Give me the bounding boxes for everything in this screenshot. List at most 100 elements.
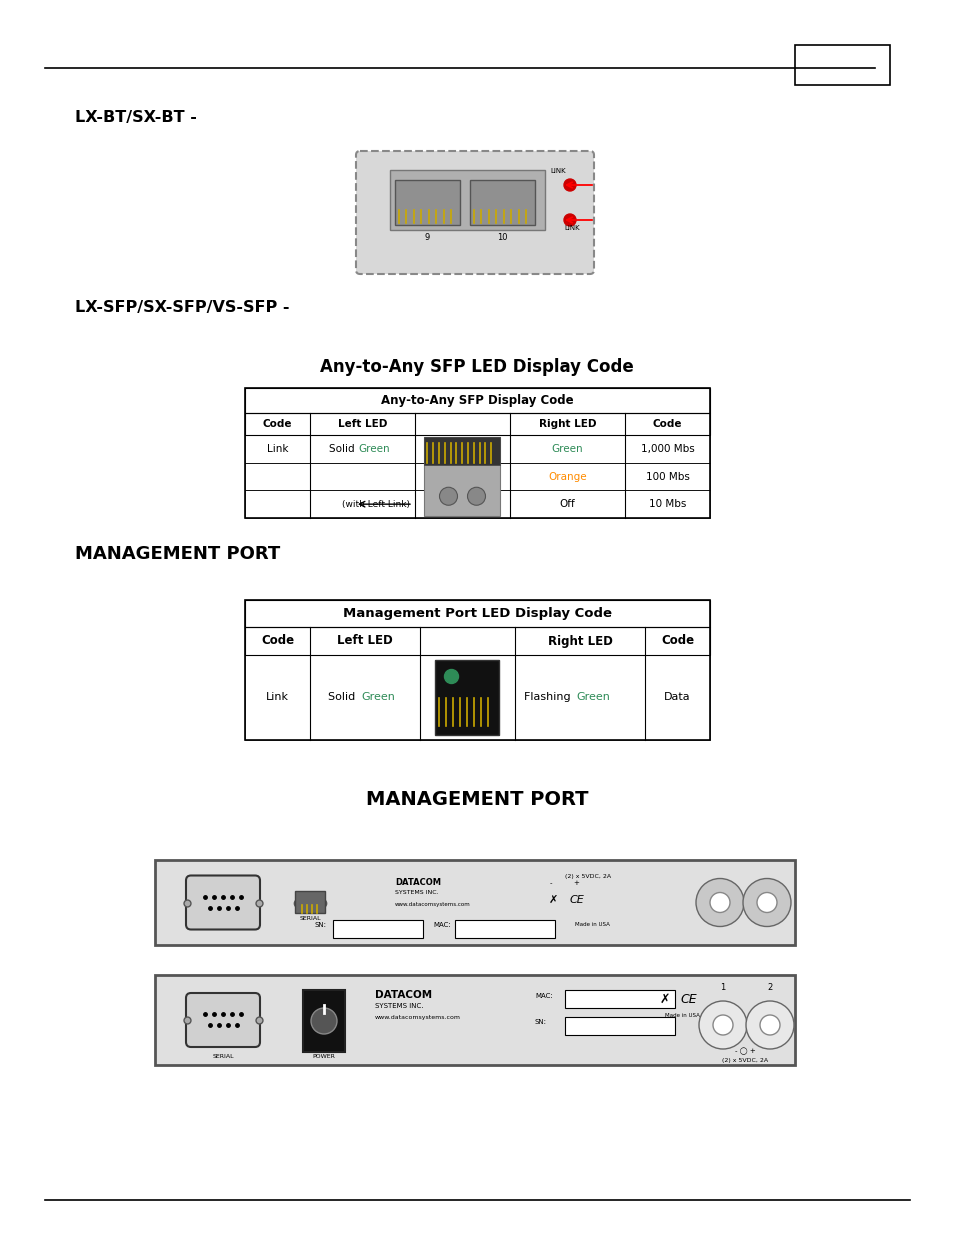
FancyBboxPatch shape (186, 876, 260, 930)
Text: - ◯ +: - ◯ + (734, 1047, 755, 1055)
Bar (390, 170, 544, 230)
Circle shape (709, 893, 729, 913)
Bar (455, 920, 555, 939)
Bar (470, 180, 535, 225)
Text: ✗: ✗ (548, 895, 558, 905)
Text: Code: Code (652, 419, 681, 429)
Bar (564, 990, 675, 1008)
Circle shape (742, 878, 790, 926)
Text: Code: Code (660, 635, 694, 647)
Text: SERIAL: SERIAL (212, 1053, 233, 1058)
Text: MAC:: MAC: (433, 923, 450, 927)
Bar (245, 388, 709, 517)
Text: Link: Link (267, 443, 288, 453)
Text: 100 Mbs: 100 Mbs (645, 472, 689, 482)
Text: Made in USA: Made in USA (664, 1013, 700, 1018)
Text: LINK: LINK (564, 225, 579, 231)
Bar (294, 890, 325, 913)
Text: MANAGEMENT PORT: MANAGEMENT PORT (365, 790, 588, 809)
Text: SYSTEMS INC.: SYSTEMS INC. (375, 1003, 423, 1009)
Text: LINK: LINK (550, 168, 565, 174)
Circle shape (439, 488, 457, 505)
Bar (245, 600, 709, 740)
Text: CE: CE (679, 993, 696, 1007)
Text: 2: 2 (766, 983, 772, 992)
Text: Data: Data (663, 693, 690, 703)
Text: 9: 9 (424, 233, 430, 242)
Text: www.datacomsystems.com: www.datacomsystems.com (375, 1015, 460, 1020)
Bar (794, 44, 889, 85)
Circle shape (311, 1008, 336, 1034)
Text: SN:: SN: (314, 923, 327, 927)
Text: LX-BT/SX-BT -: LX-BT/SX-BT - (75, 110, 196, 125)
Text: Off: Off (559, 499, 575, 509)
Circle shape (444, 669, 458, 683)
Bar (154, 860, 794, 945)
Text: (2) x 5VDC, 2A: (2) x 5VDC, 2A (564, 874, 611, 879)
Text: -: - (550, 881, 555, 885)
Text: (with Left Link): (with Left Link) (341, 500, 410, 509)
Text: Flashing: Flashing (523, 693, 574, 703)
Bar (245, 412, 709, 435)
Text: CE: CE (569, 895, 584, 905)
Text: MAC:: MAC: (535, 993, 552, 999)
Text: 1: 1 (720, 983, 725, 992)
Circle shape (757, 893, 776, 913)
Text: (2) x 5VDC, 2A: (2) x 5VDC, 2A (721, 1058, 767, 1063)
Circle shape (712, 1015, 732, 1035)
Text: 10 Mbs: 10 Mbs (648, 499, 685, 509)
Text: Any-to-Any SFP LED Display Code: Any-to-Any SFP LED Display Code (320, 358, 633, 375)
Bar (245, 435, 709, 463)
Bar (395, 180, 459, 225)
Text: 1,000 Mbs: 1,000 Mbs (640, 443, 694, 453)
Bar (333, 920, 422, 939)
Text: LX-SFP/SX-SFP/VS-SFP -: LX-SFP/SX-SFP/VS-SFP - (75, 300, 289, 315)
Text: Green: Green (358, 443, 390, 453)
FancyBboxPatch shape (186, 993, 260, 1047)
Circle shape (760, 1015, 780, 1035)
Bar (424, 437, 500, 464)
Text: SN:: SN: (535, 1019, 546, 1025)
Text: Code: Code (261, 635, 294, 647)
Bar (424, 437, 500, 516)
Circle shape (467, 488, 485, 505)
Text: ✗: ✗ (659, 993, 670, 1007)
Bar (245, 388, 709, 412)
Bar (245, 463, 709, 490)
Text: 10: 10 (497, 233, 507, 242)
Circle shape (563, 214, 576, 226)
Circle shape (696, 878, 743, 926)
Text: Solid: Solid (328, 443, 357, 453)
Bar (154, 974, 794, 1065)
Circle shape (699, 1002, 746, 1049)
Text: Orange: Orange (548, 472, 586, 482)
Text: Code: Code (262, 419, 292, 429)
Text: Left LED: Left LED (336, 635, 393, 647)
Text: www.datacomsystems.com: www.datacomsystems.com (395, 902, 470, 906)
Bar (303, 990, 345, 1052)
Text: Left LED: Left LED (337, 419, 387, 429)
Text: SERIAL: SERIAL (299, 916, 320, 921)
Text: Right LED: Right LED (547, 635, 612, 647)
Bar (245, 627, 709, 655)
Text: Any-to-Any SFP Display Code: Any-to-Any SFP Display Code (381, 394, 573, 408)
FancyBboxPatch shape (355, 151, 594, 274)
Text: Made in USA: Made in USA (575, 923, 609, 927)
Text: +: + (573, 881, 578, 885)
Bar (245, 655, 709, 740)
Bar (435, 659, 499, 735)
Bar (245, 600, 709, 627)
Text: Green: Green (551, 443, 582, 453)
Text: DATACOM: DATACOM (395, 878, 440, 887)
Text: POWER: POWER (313, 1053, 335, 1058)
Bar (564, 1016, 675, 1035)
Text: Link: Link (266, 693, 289, 703)
Circle shape (563, 179, 576, 191)
Text: MANAGEMENT PORT: MANAGEMENT PORT (75, 545, 280, 563)
Text: Green: Green (360, 693, 395, 703)
Text: SYSTEMS INC.: SYSTEMS INC. (395, 890, 438, 895)
Text: Management Port LED Display Code: Management Port LED Display Code (343, 606, 612, 620)
Text: Green: Green (576, 693, 609, 703)
Bar (245, 490, 709, 517)
Text: Right LED: Right LED (538, 419, 596, 429)
